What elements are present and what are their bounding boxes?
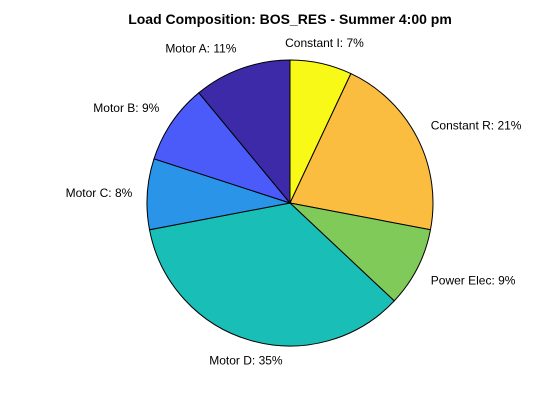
pie-label-motor-c: Motor C: 8% [66, 186, 133, 200]
pie-label-power-elec: Power Elec: 9% [431, 274, 516, 288]
pie-label-constant-r: Constant R: 21% [431, 118, 522, 132]
chart-title: Load Composition: BOS_RES - Summer 4:00 … [128, 11, 452, 27]
pie-label-constant-i: Constant I: 7% [285, 36, 364, 50]
pie-label-motor-d: Motor D: 35% [209, 354, 283, 368]
pie-label-motor-b: Motor B: 9% [93, 101, 159, 115]
pie-slices [147, 60, 433, 346]
pie-label-motor-a: Motor A: 11% [165, 41, 236, 55]
